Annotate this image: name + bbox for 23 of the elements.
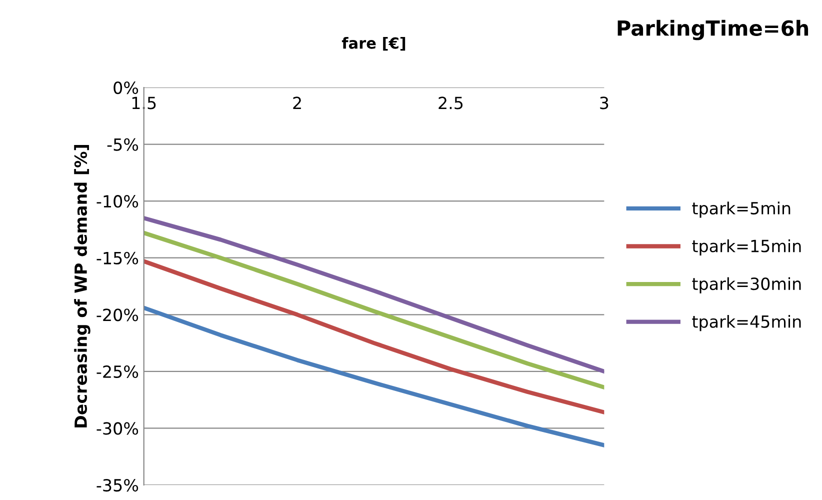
line-series <box>144 259 604 414</box>
line-series <box>144 306 604 448</box>
line-series <box>144 216 604 374</box>
y-tick-label: -5% <box>107 138 138 151</box>
line-series <box>144 230 604 390</box>
legend-label: tpark=15min <box>692 239 801 256</box>
legend-label: tpark=45min <box>692 315 801 332</box>
y-tick-label: -30% <box>96 422 138 435</box>
y-tick-label: -10% <box>96 195 138 208</box>
y-tick-label: -15% <box>96 252 138 264</box>
x-tick-label: 2.5 <box>438 96 463 110</box>
y-tick-label: -35% <box>96 478 138 492</box>
legend-label: tpark=30min <box>692 277 801 294</box>
x-axis-title: fare [€] <box>342 37 406 51</box>
y-axis-title: Decreasing of WP demand [%] <box>74 145 90 428</box>
y-tick-label: -20% <box>96 308 138 322</box>
x-tick-label: 3 <box>600 96 608 110</box>
x-tick-label: 2 <box>293 96 301 110</box>
x-tick-label: 1.5 <box>132 96 156 110</box>
y-tick-label: -25% <box>96 365 138 378</box>
legend-label: tpark=5min <box>692 202 790 218</box>
y-tick-label: 0% <box>114 81 138 94</box>
text: ParkingTime=6h <box>618 20 808 40</box>
